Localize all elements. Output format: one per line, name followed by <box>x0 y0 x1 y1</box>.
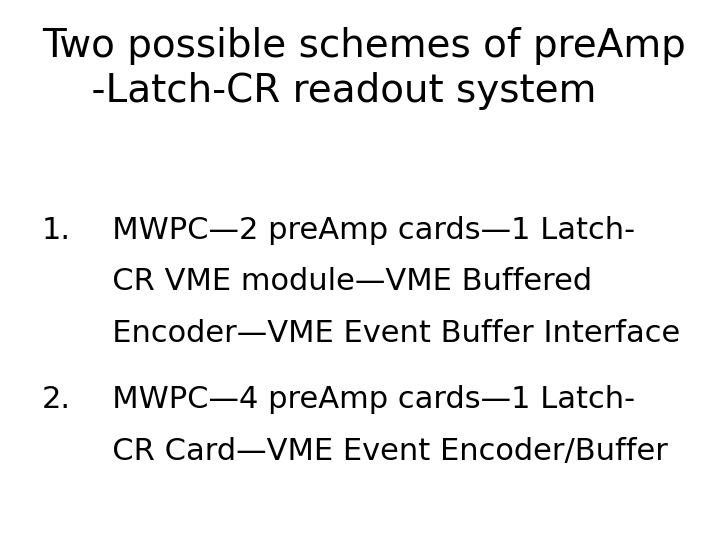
Text: Encoder—VME Event Buffer Interface: Encoder—VME Event Buffer Interface <box>84 319 680 348</box>
Text: CR Card—VME Event Encoder/Buffer: CR Card—VME Event Encoder/Buffer <box>84 436 668 465</box>
Text: CR VME module—VME Buffered: CR VME module—VME Buffered <box>84 267 593 296</box>
Text: Two possible schemes of preAmp
    -Latch-CR readout system: Two possible schemes of preAmp -Latch-CR… <box>42 27 685 111</box>
Text: 2.: 2. <box>42 386 71 414</box>
Text: MWPC—2 preAmp cards—1 Latch-: MWPC—2 preAmp cards—1 Latch- <box>84 216 636 245</box>
Text: 1.: 1. <box>42 216 71 245</box>
Text: MWPC—4 preAmp cards—1 Latch-: MWPC—4 preAmp cards—1 Latch- <box>84 386 636 414</box>
